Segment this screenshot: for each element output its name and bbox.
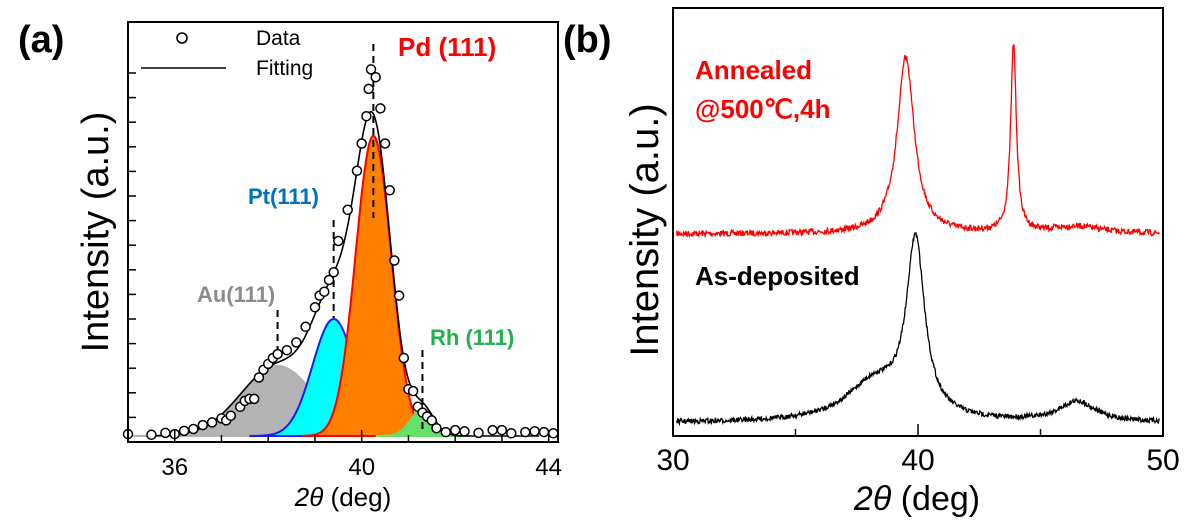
data-point	[529, 426, 540, 437]
data-point	[333, 235, 344, 247]
x-tick-label: 30	[656, 444, 689, 477]
data-point	[449, 424, 461, 436]
panel-b-x-ticks: 30 40 50	[656, 424, 1180, 477]
data-point	[225, 410, 237, 421]
legend-data-marker	[176, 32, 188, 44]
data-point	[363, 83, 374, 95]
data-point	[431, 422, 442, 434]
annealed-label-line2: @500℃,4h	[695, 94, 831, 124]
au-peak-label: Au(111)	[197, 282, 275, 307]
panel-a-frame	[127, 21, 559, 443]
data-point	[206, 417, 218, 428]
x-tick-label: 50	[1146, 444, 1179, 477]
data-point	[365, 64, 377, 75]
data-point	[389, 255, 400, 266]
data-point	[370, 71, 381, 83]
data-point	[459, 426, 470, 437]
panel-a-label: (a)	[18, 19, 64, 61]
data-point	[398, 352, 410, 364]
data-point	[300, 321, 311, 333]
panel-a-peak-fills	[131, 134, 470, 437]
data-point	[319, 286, 330, 297]
x-tick-label: 40	[348, 454, 375, 481]
data-point	[351, 165, 363, 177]
x-tick-label: 36	[161, 454, 188, 481]
panel-a-y-axis-label: Intensity (a.u.)	[75, 112, 117, 353]
panel-a-x-axis-label: 2θ (deg)	[294, 482, 392, 512]
as-deposited-curve	[676, 231, 1160, 427]
data-point	[248, 393, 260, 405]
panel-a-x-ticks: 36 40 44	[127, 430, 562, 481]
annealed-curve	[676, 44, 1160, 239]
data-point	[323, 274, 335, 286]
data-point	[178, 425, 190, 437]
panel-b-x-axis-label: 2θ (deg)	[853, 480, 980, 518]
data-point	[375, 103, 386, 114]
pt-peak-label: Pt(111)	[248, 184, 319, 209]
data-point	[361, 110, 372, 122]
pd-peak-label: Pd (111)	[398, 32, 496, 62]
panel-b: (b) 30 40 50 Annealed @500℃,4h As-deposite…	[563, 7, 1180, 518]
data-point	[328, 266, 339, 278]
as-deposited-label: As-deposited	[695, 261, 860, 291]
data-point	[309, 302, 321, 313]
data-point	[160, 427, 171, 439]
data-point	[426, 415, 438, 426]
data-point	[407, 385, 419, 397]
x-tick-label: 44	[535, 454, 562, 481]
data-point	[379, 138, 391, 149]
data-point	[188, 423, 199, 435]
legend-fit-label: Fitting	[256, 57, 313, 80]
data-point	[487, 424, 498, 436]
data-point	[356, 138, 367, 149]
data-point	[281, 344, 293, 356]
data-point	[496, 424, 508, 436]
rh-peak-label: Rh (111)	[430, 325, 514, 350]
panel-b-label: (b)	[563, 19, 612, 61]
panel-a-y-ticks	[128, 72, 136, 419]
data-point	[506, 428, 517, 439]
panel-a: (a) 36 40 44 Data Fitting Pd (111) Pt(111)…	[18, 19, 562, 512]
data-point	[384, 185, 395, 196]
data-point	[146, 429, 157, 441]
x-tick-label: 40	[901, 444, 934, 477]
data-points	[122, 64, 559, 441]
data-point	[291, 337, 302, 348]
annealed-label-line1: Annealed	[695, 55, 812, 85]
data-point	[393, 290, 405, 301]
legend-data-label: Data	[256, 27, 301, 50]
data-point	[520, 426, 531, 438]
panel-b-y-axis-label: Intensity (a.u.)	[623, 103, 667, 356]
data-point	[197, 419, 209, 431]
data-point	[548, 428, 559, 439]
data-point	[440, 426, 452, 438]
data-point	[253, 372, 265, 383]
data-point	[473, 427, 484, 439]
data-point	[538, 426, 550, 438]
data-point	[342, 204, 353, 216]
data-point	[272, 348, 283, 360]
